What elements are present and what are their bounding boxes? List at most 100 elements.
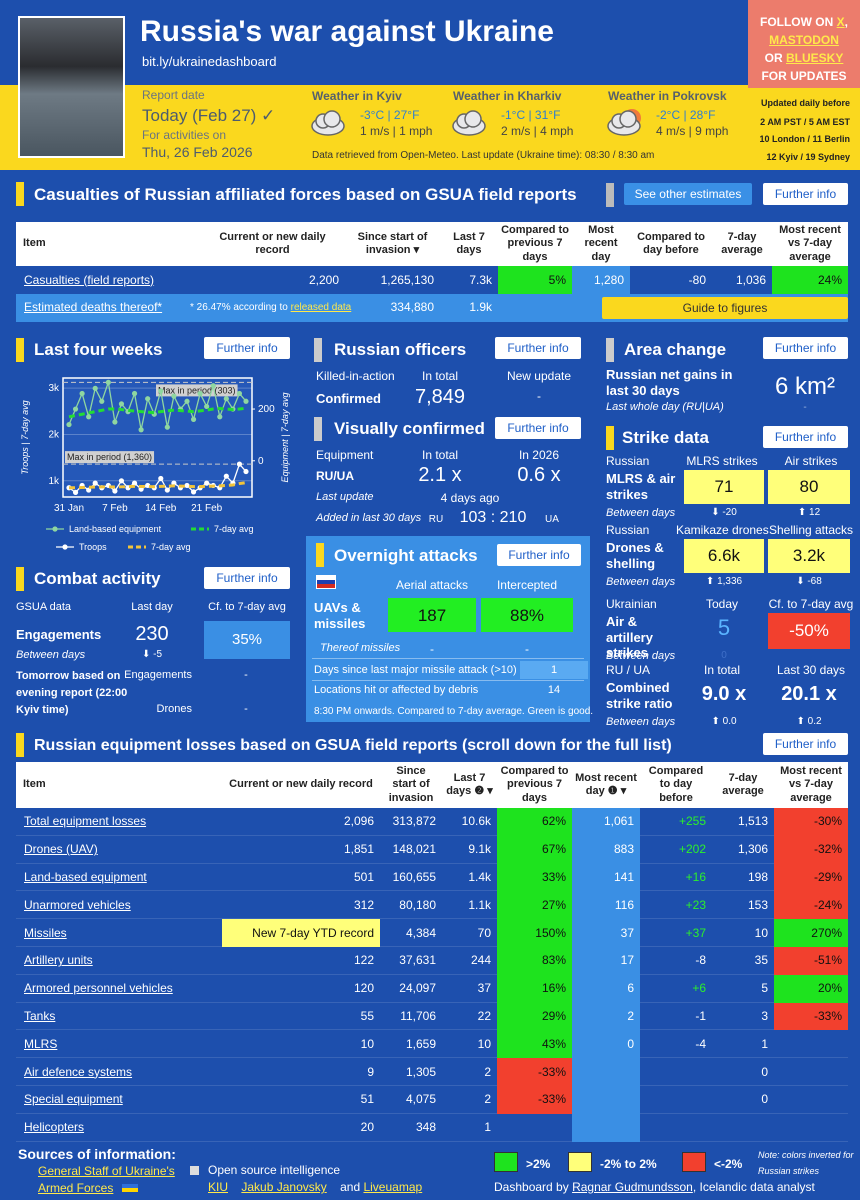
cloud <box>311 110 345 136</box>
rows: 37,631 <box>399 953 436 968</box>
author[interactable]: Ragnar Gudmundsson <box>572 1180 693 1194</box>
title: Combat activity <box>34 569 161 588</box>
cell-bg <box>774 1002 848 1031</box>
flag <box>316 575 336 589</box>
rows: -4 <box>695 1036 706 1051</box>
rows: - <box>244 669 248 681</box>
rows[interactable]: Land-based equipment <box>24 870 147 884</box>
link[interactable]: released data <box>290 302 352 313</box>
point <box>223 473 229 479</box>
rows[interactable]: Artillery units <box>24 953 93 968</box>
between-label: Between days <box>16 649 86 661</box>
rows: 160,655 <box>392 870 436 884</box>
rows[interactable]: Unarmored vehicles <box>24 897 131 912</box>
rows: 1,265,130 <box>380 272 434 287</box>
point <box>145 396 151 402</box>
cell-bg <box>572 266 630 294</box>
columns: Current or new daily record <box>219 230 326 256</box>
total: 334,880 <box>390 300 434 314</box>
label: MLRS & air strikes <box>606 471 676 502</box>
rows[interactable]: Missiles <box>24 925 67 940</box>
columns: Last 7 days <box>453 230 485 256</box>
x[interactable]: X <box>836 15 845 29</box>
title: Area change <box>624 340 727 359</box>
rows: 120 <box>353 981 374 996</box>
point <box>158 388 164 394</box>
ratio-label: RU/UA <box>316 469 354 483</box>
rows[interactable]: Special equipment <box>24 1092 123 1107</box>
cell-bg <box>774 947 848 975</box>
rows: - <box>244 703 248 715</box>
jakub[interactable]: Jakub Janovsky <box>241 1180 327 1194</box>
rows: 0 <box>761 1064 768 1079</box>
label[interactable]: Estimated deaths thereof* <box>24 300 163 314</box>
v1: 71 <box>714 477 734 496</box>
buttons[interactable]: See other estimates <box>624 183 752 205</box>
cell-bg <box>572 835 640 864</box>
row-line <box>16 1029 848 1031</box>
label: Weather in Kharkiv <box>453 89 562 103</box>
rows: 1,851 <box>343 842 374 857</box>
button[interactable]: Further info <box>204 337 290 359</box>
section-marker <box>316 543 324 567</box>
guide[interactable]: Guide to figures <box>602 297 848 319</box>
bluesky[interactable]: BLUESKY <box>786 51 844 65</box>
rows: 17 <box>620 953 634 968</box>
button[interactable]: Further info <box>763 426 848 448</box>
rows[interactable]: Drones (UAV) <box>24 842 98 857</box>
in-total: In total <box>421 448 459 462</box>
label: Combined strike ratio <box>606 680 673 711</box>
rows[interactable]: Tanks <box>24 1009 56 1023</box>
rows[interactable]: Casualties (field reports) <box>24 272 155 287</box>
rows[interactable]: MLRS <box>24 1036 58 1051</box>
button[interactable]: Further info <box>763 733 848 755</box>
who: RU / UA <box>606 663 651 677</box>
y-tick-label: 2k <box>48 429 60 440</box>
rows[interactable]: Helicopters <box>24 1120 85 1135</box>
legend: -2% to 2% <box>600 1157 657 1171</box>
rows[interactable]: Total equipment losses <box>24 814 147 829</box>
point <box>118 401 125 407</box>
label: Tomorrow based on evening report (22:00 … <box>16 670 128 716</box>
point <box>118 478 125 484</box>
kiu[interactable]: KIU <box>208 1180 229 1194</box>
liveuamap[interactable]: Liveuamap <box>363 1180 423 1194</box>
text-line: OR BLUESKY <box>748 51 860 65</box>
in-2026: In 2026 <box>518 448 560 462</box>
button[interactable]: Further info <box>204 567 290 589</box>
cell-bg <box>772 266 848 294</box>
col1: In total <box>703 663 741 677</box>
point <box>243 398 249 404</box>
note: Note: colors inverted for Russian strike… <box>758 1150 854 1176</box>
mastodon[interactable]: MASTODON <box>769 33 839 47</box>
cell-bg <box>572 808 640 836</box>
rows[interactable]: Armored personnel vehicles <box>24 981 173 996</box>
cell-bg <box>774 919 848 947</box>
aerial: Aerial attacks <box>395 578 469 592</box>
col1: Kamikaze drones <box>676 523 769 537</box>
rows: -51% <box>813 953 842 968</box>
missiles-intercepted: - <box>525 642 529 656</box>
buttons[interactable]: Further info <box>763 183 848 205</box>
photo <box>18 16 125 158</box>
separator <box>312 658 584 659</box>
button[interactable]: Further info <box>495 337 581 359</box>
button[interactable]: Further info <box>763 337 848 359</box>
gsua[interactable]: General Staff of Ukraine's Armed Forces <box>38 1164 175 1195</box>
col2: Cf. to 7-day avg <box>768 597 854 611</box>
headers: Last day <box>131 601 173 613</box>
rows: 141 <box>613 870 634 884</box>
point <box>204 480 210 486</box>
rows: 55 <box>360 1009 374 1023</box>
button[interactable]: Further info <box>497 544 581 566</box>
rows[interactable]: Air defence systems <box>24 1064 133 1079</box>
cloud <box>452 110 486 136</box>
v2: 80 <box>799 477 819 496</box>
rows: -33% <box>537 1092 566 1107</box>
label: Weather in Kyiv <box>312 89 402 103</box>
title: Russian equipment losses based on GSUA f… <box>34 737 672 754</box>
temp: -3°C | 27°F <box>360 108 420 122</box>
columns: Item <box>23 778 46 791</box>
button[interactable]: Further info <box>495 417 581 439</box>
